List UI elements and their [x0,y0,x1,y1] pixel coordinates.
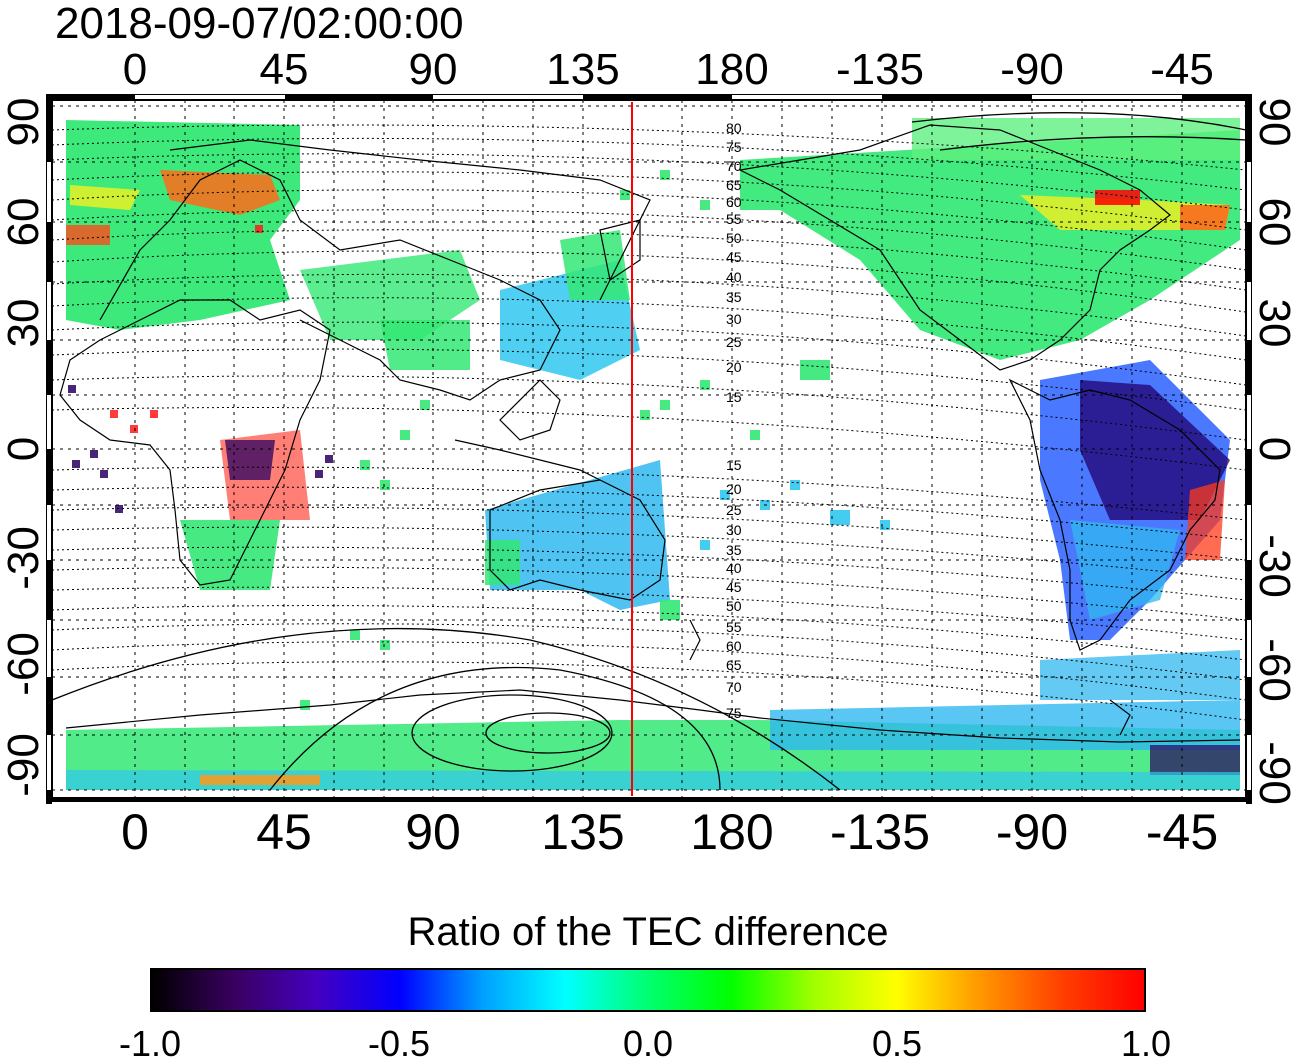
bottom-lon-tick: -45 [1145,804,1219,860]
top-lon-tick: 90 [408,45,458,94]
contour-label: 55 [726,619,742,635]
map-timestamp-title: 2018-09-07/02:00:00 [55,0,464,48]
contour-label: 50 [726,598,742,614]
contour-label: 60 [726,638,742,654]
contour-label: 45 [726,579,742,595]
contour-label: 30 [726,522,742,538]
colorbar [150,968,1146,1012]
bottom-lon-tick: 90 [405,804,461,860]
top-lon-tick: 135 [546,45,620,94]
contour-label: 35 [726,289,742,305]
contour-label: 15 [726,457,742,473]
contour-label: 40 [726,560,742,576]
tec-data-layer [66,118,1240,790]
contour-label: 80 [726,120,742,136]
contour-label: 75 [726,139,742,155]
coastline-layer [59,124,1241,743]
contour-label: 20 [726,481,742,497]
bottom-lon-tick: -90 [995,804,1069,860]
contour-label: 25 [726,334,742,350]
top-lon-tick: 45 [259,45,309,94]
bottom-lon-tick: 0 [121,804,149,860]
frame-tick-gaps [47,95,1251,790]
contour-labels-south: 15 20 25 30 35 40 45 50 55 60 65 70 75 [726,457,742,721]
contour-label: 50 [726,230,742,246]
top-lon-tick: 0 [122,45,148,94]
contour-label: 20 [726,359,742,375]
contour-label: 70 [726,158,742,174]
contour-label: 65 [726,657,742,673]
contour-label: 40 [726,269,742,285]
contour-label: 55 [726,211,742,227]
contour-label: 75 [726,705,742,721]
top-lon-tick: -90 [1000,45,1064,94]
magnetic-contours [52,124,1246,721]
graticule [52,100,1246,798]
top-lon-tick: -135 [835,45,925,94]
contour-label: 25 [726,502,742,518]
colorbar-tick: 0.5 [871,1023,923,1064]
contour-label: 70 [726,679,742,695]
contour-label: 35 [726,542,742,558]
contour-label: 30 [726,311,742,327]
bottom-lon-tick: 135 [541,804,625,860]
bottom-lon-tick: 180 [690,804,774,860]
contour-label: 60 [726,194,742,210]
colorbar-title: Ratio of the TEC difference [407,910,889,954]
bottom-lon-tick: 45 [256,804,312,860]
top-lon-tick: -45 [1150,45,1214,94]
colorbar-tick: 0.0 [622,1023,674,1064]
contour-label: 15 [726,389,742,405]
bottom-lon-tick: -135 [829,804,931,860]
colorbar-tick: -1.0 [118,1023,182,1064]
colorbar-tick: -0.5 [367,1023,431,1064]
colorbar-tick: 1.0 [1120,1023,1172,1064]
contour-labels-north: 80 75 70 65 60 55 50 45 40 35 30 25 20 1… [726,120,742,405]
contour-label: 45 [726,249,742,265]
contour-label: 65 [726,177,742,193]
top-lon-tick: 180 [695,45,769,94]
